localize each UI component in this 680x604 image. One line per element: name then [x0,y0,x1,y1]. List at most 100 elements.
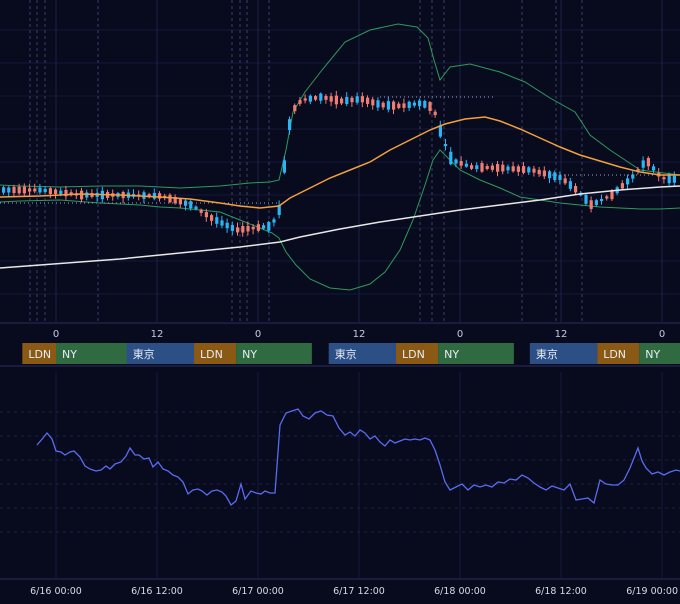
candle-down [204,212,208,218]
candle-up [454,159,458,164]
session-newyork-block [438,343,514,364]
candle-down [511,166,515,172]
session-tokyo-label: 東京 [536,347,558,361]
candle-up [672,175,676,183]
candle-up [194,206,198,210]
candle-down [381,102,385,108]
session-london-label: LDN [603,348,626,361]
session-newyork-label: NY [242,348,257,361]
candle-layer [0,90,680,237]
candle-up [355,96,359,103]
candle-down [334,95,338,105]
session-layer: LDN NY 東京 LDN NY 東京 LDN NY 東京 LDN NY [22,343,680,364]
candle-down [589,200,593,209]
candle-up [568,181,572,189]
session-london-label: LDN [402,348,425,361]
candle-down [22,186,26,194]
candle-down [490,165,494,170]
session-newyork-block [639,343,680,364]
candle-up [7,187,11,193]
candle-down [178,198,182,205]
candle-down [48,188,52,195]
candle-down [459,161,463,166]
time-axis-label: 6/18 12:00 [535,586,587,597]
hour-tick-label: 0 [53,329,59,340]
candle-down [54,189,58,194]
candle-down [496,164,500,172]
candle-down [537,169,541,175]
candle-down [199,209,203,213]
candle-down [246,225,250,232]
candle-down [17,186,21,194]
hour-tick-label: 0 [659,329,665,340]
candle-up [407,101,411,109]
candle-down [574,185,578,193]
candle-up [600,198,604,202]
candle-up [558,175,562,180]
candle-up [230,225,234,231]
candle-down [350,97,354,103]
candle-up [308,95,312,102]
candle-down [360,96,364,103]
candle-up [2,187,6,193]
candle-down [329,96,333,102]
candle-down [33,188,37,192]
hour-tick-label: 0 [457,329,463,340]
ma-layer [0,116,680,269]
time-axis-label: 6/17 00:00 [232,586,284,597]
candle-up [267,221,271,231]
candle-up [475,165,479,170]
candle-up [548,171,552,179]
candle-up [262,225,266,229]
session-tokyo-block [529,343,598,364]
candle-up [59,190,63,195]
moving-average-line [0,116,680,209]
candle-up [277,205,281,216]
candle-down [366,97,370,104]
candle-up [38,187,42,193]
osc-layer [36,408,680,506]
candle-down [542,170,546,177]
candle-down [210,215,214,221]
time-axis-label: 6/17 12:00 [333,586,385,597]
candle-down [428,102,432,111]
session-tokyo-label: 東京 [133,347,155,361]
candle-up [319,93,323,101]
candle-up [184,200,188,206]
candle-down [610,190,614,200]
candle-down [532,168,536,173]
candle-up [652,166,656,171]
session-london-block [194,343,237,364]
candle-down [371,99,375,106]
candle-down [646,158,650,167]
session-newyork-label: NY [62,348,77,361]
candle-down [480,163,484,172]
candle-down [605,196,609,199]
candle-up [85,192,89,198]
time-axis-label: 6/18 00:00 [434,586,486,597]
candle-down [303,98,307,101]
session-newyork-label: NY [444,348,459,361]
candle-up [215,217,219,224]
candle-down [397,103,401,109]
candle-up [412,102,416,106]
candle-up [189,201,193,209]
oscillator-line [36,408,680,506]
candle-up [418,100,422,107]
time-axis-label: 6/16 00:00 [30,586,82,597]
candle-down [501,164,505,172]
candle-down [293,105,297,112]
session-newyork-block [236,343,312,364]
time-axis-layer: 6/16 00:00 6/16 12:00 6/17 00:00 6/17 12:00… [30,586,678,597]
candle-down [392,101,396,110]
candle-down [402,103,406,108]
candle-up [282,160,286,173]
candle-down [324,95,328,100]
candle-up [506,166,510,171]
candle-up [288,119,292,131]
candle-up [386,101,390,110]
bollinger-upper-line [0,23,680,189]
